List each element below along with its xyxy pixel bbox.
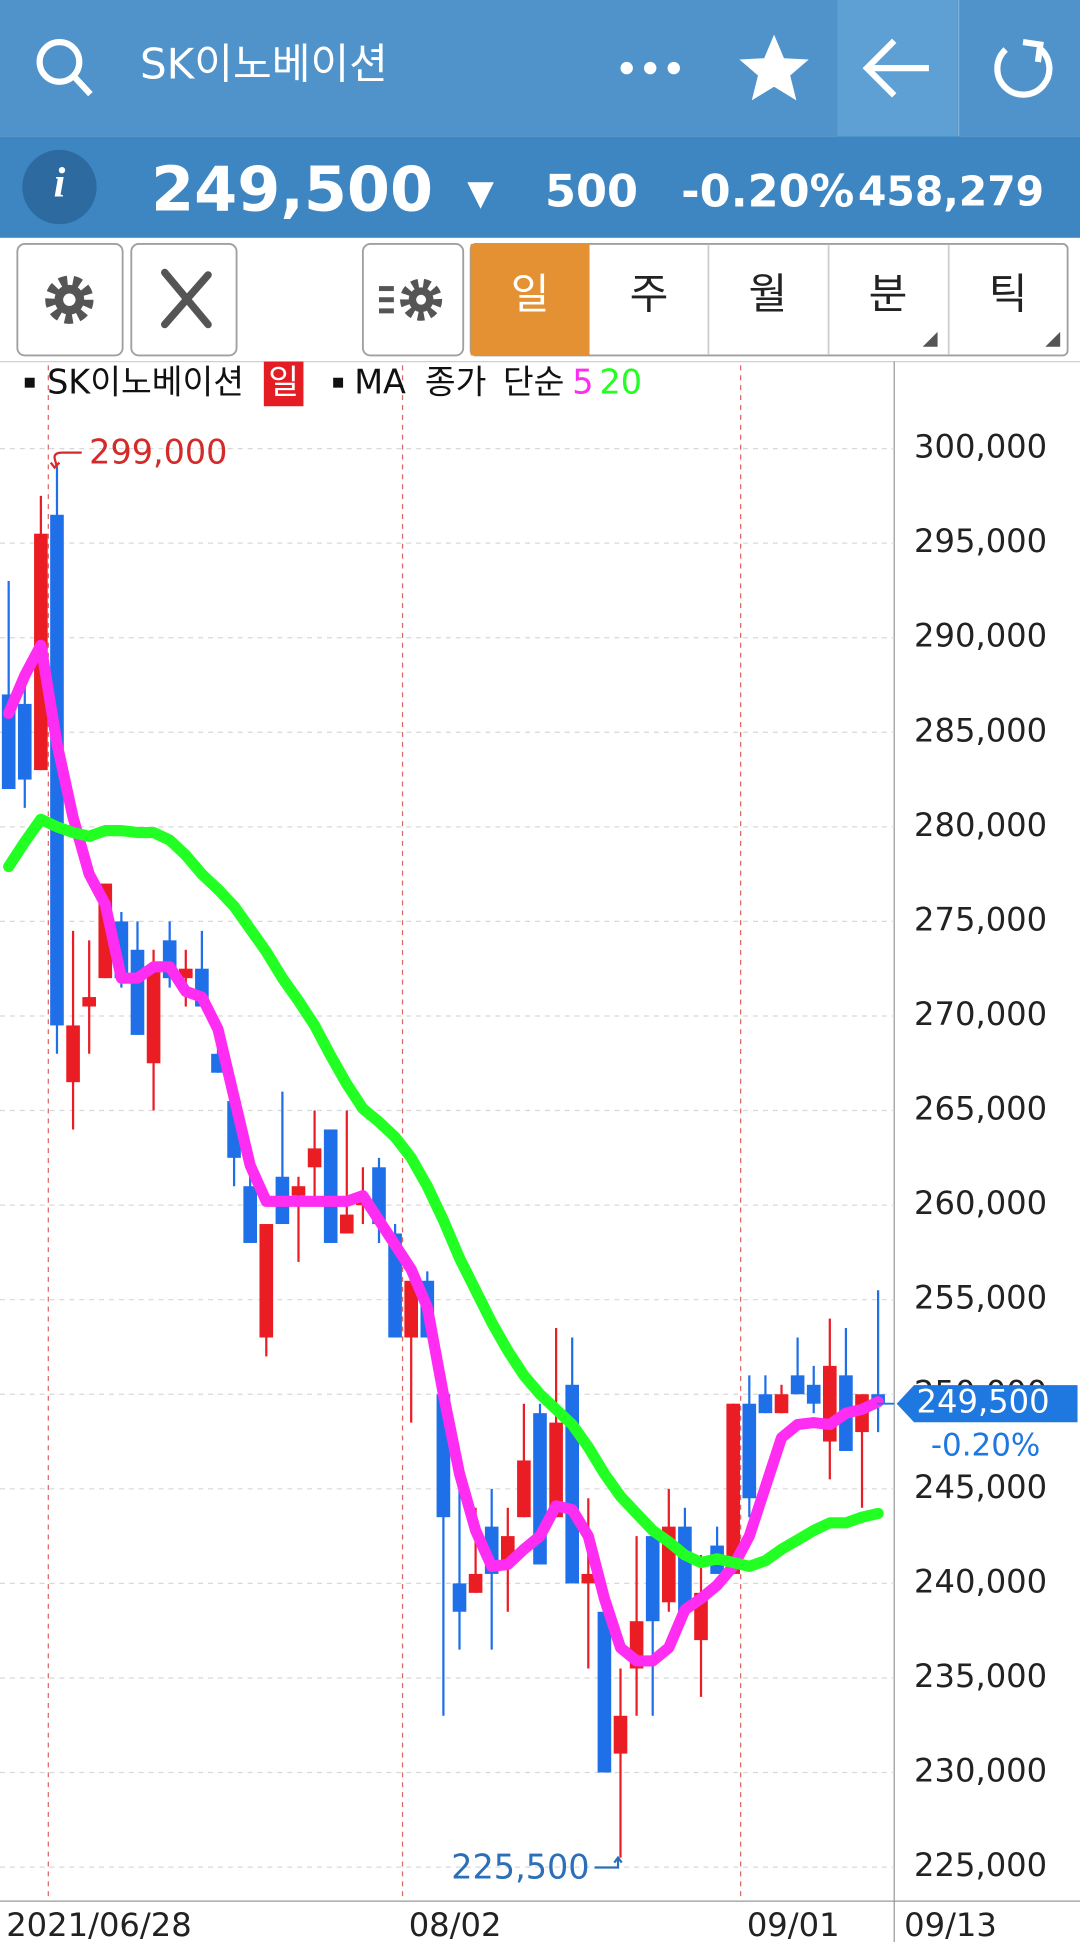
candle-body bbox=[758, 1394, 773, 1414]
y-tick-label: 230,000 bbox=[914, 1752, 1047, 1790]
candle-body bbox=[678, 1526, 692, 1612]
high-marker bbox=[49, 451, 82, 470]
x-tick-label: 09/13 bbox=[904, 1906, 997, 1942]
legend-bullet bbox=[333, 377, 344, 388]
current-change: -0.20% bbox=[931, 1428, 1040, 1464]
low-marker bbox=[594, 1855, 623, 1869]
tools-icon bbox=[161, 268, 212, 329]
low-label: 225,500 bbox=[451, 1847, 589, 1886]
candle-body bbox=[339, 1214, 354, 1234]
period-tab[interactable]: 분 bbox=[869, 270, 908, 319]
legend-ma: MA bbox=[354, 362, 406, 401]
back-icon bbox=[862, 38, 929, 98]
candle-body bbox=[549, 1422, 563, 1518]
y-tick-label: 235,000 bbox=[914, 1657, 1047, 1695]
candle-body bbox=[259, 1224, 274, 1338]
y-tick-label: 255,000 bbox=[914, 1279, 1047, 1317]
candle-body bbox=[307, 1148, 322, 1168]
current-price: 249,500 bbox=[917, 1383, 1050, 1421]
active-tab-bg bbox=[470, 243, 590, 356]
candle-body bbox=[645, 1536, 660, 1622]
candle-body bbox=[243, 1186, 257, 1243]
candle-body bbox=[726, 1403, 741, 1574]
y-tick-label: 285,000 bbox=[914, 711, 1047, 749]
x-tick-label: 08/02 bbox=[409, 1906, 502, 1942]
candle-body bbox=[452, 1583, 467, 1612]
candle-body bbox=[50, 514, 64, 1026]
candle-body bbox=[823, 1365, 837, 1442]
legend-ma-price: 종가 bbox=[425, 362, 487, 401]
favorite-icon[interactable] bbox=[739, 34, 809, 101]
direction: ▼ bbox=[467, 173, 494, 213]
candle-body bbox=[130, 949, 145, 1035]
price: 249,500 bbox=[151, 153, 433, 225]
legend-period-bg bbox=[263, 361, 304, 407]
y-tick-label: 260,000 bbox=[914, 1184, 1047, 1222]
search-icon[interactable] bbox=[36, 39, 93, 97]
period-tab[interactable]: 주 bbox=[630, 270, 669, 319]
candle-body bbox=[468, 1573, 483, 1593]
period-tab[interactable]: 월 bbox=[749, 270, 788, 319]
candle-body bbox=[291, 1186, 306, 1196]
y-tick-label: 300,000 bbox=[914, 428, 1047, 466]
info-icon: i bbox=[54, 160, 66, 207]
volume: 458,279 bbox=[858, 167, 1044, 215]
info-bar bbox=[0, 136, 1080, 238]
y-tick-label: 270,000 bbox=[914, 995, 1047, 1033]
x-tick-label: 2021/06/28 bbox=[6, 1906, 192, 1942]
candle-body bbox=[82, 997, 96, 1007]
stock-name[interactable]: SK이노베이션 bbox=[140, 39, 388, 88]
legend-bullet bbox=[24, 377, 35, 388]
candle-body bbox=[17, 703, 32, 780]
candle-body bbox=[597, 1611, 612, 1773]
change: 500 bbox=[545, 165, 638, 217]
y-tick-label: 240,000 bbox=[914, 1562, 1047, 1600]
candle-body bbox=[66, 1025, 80, 1083]
tab-dividers bbox=[707, 245, 950, 355]
y-tick-label: 280,000 bbox=[914, 806, 1047, 844]
period-tab[interactable]: 틱 bbox=[989, 270, 1028, 319]
info-button[interactable] bbox=[22, 149, 97, 225]
current-price-tag bbox=[896, 1385, 1078, 1423]
y-tick-label: 295,000 bbox=[914, 522, 1047, 560]
candle-body bbox=[774, 1394, 789, 1414]
legend-ma-type: 단순 bbox=[503, 362, 565, 401]
candle-body bbox=[146, 968, 161, 1064]
candle-body bbox=[1, 694, 16, 790]
legend-entry: 20 bbox=[599, 362, 642, 401]
more-icon[interactable] bbox=[620, 61, 680, 75]
candle-body bbox=[581, 1573, 596, 1584]
y-tick-label: 290,000 bbox=[914, 617, 1047, 655]
legend-entry: 5 bbox=[572, 362, 593, 401]
refresh-icon[interactable] bbox=[994, 39, 1053, 98]
change-pct: -0.20% bbox=[681, 165, 854, 217]
indicator-icon bbox=[378, 278, 443, 321]
candle-body bbox=[742, 1403, 757, 1499]
candle-body bbox=[323, 1129, 338, 1243]
candle-body bbox=[790, 1375, 805, 1395]
y-tick-label: 265,000 bbox=[914, 1090, 1047, 1128]
high-label: 299,000 bbox=[89, 432, 227, 471]
x-tick-label: 09/01 bbox=[747, 1906, 840, 1942]
candle-body bbox=[806, 1384, 821, 1404]
candle-body bbox=[517, 1460, 531, 1518]
legend-symbol: SK이노베이션 bbox=[47, 362, 244, 401]
y-tick-label: 245,000 bbox=[914, 1468, 1047, 1506]
legend-period: 일 bbox=[268, 362, 299, 401]
y-tick-label: 225,000 bbox=[914, 1846, 1047, 1884]
ma-line bbox=[3, 813, 884, 1572]
candle-body bbox=[613, 1715, 628, 1754]
period-tab[interactable]: 일 bbox=[511, 270, 550, 319]
candle-body bbox=[404, 1280, 419, 1338]
y-tick-label: 275,000 bbox=[914, 900, 1047, 938]
candle-body bbox=[178, 968, 193, 979]
